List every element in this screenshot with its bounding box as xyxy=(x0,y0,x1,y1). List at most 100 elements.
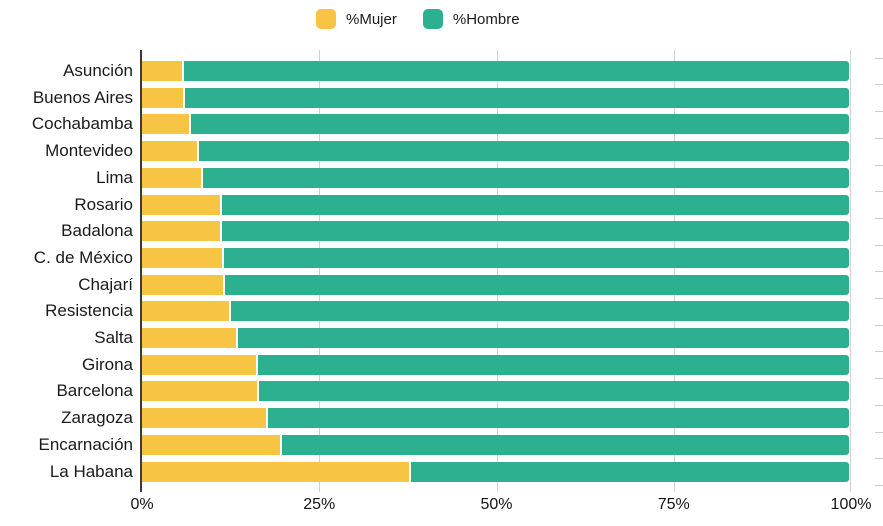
hombre-swatch-icon xyxy=(422,9,443,29)
bar-row xyxy=(142,114,849,135)
bar-segment-mujer[interactable] xyxy=(142,194,220,215)
right-axis-tick xyxy=(875,111,883,113)
bar-segment-hombre[interactable] xyxy=(199,141,849,162)
right-axis-tick xyxy=(875,57,883,59)
right-axis-tick xyxy=(875,137,883,139)
category-label: C. de México xyxy=(33,247,133,267)
category-label: La Habana xyxy=(49,461,133,481)
category-label: Barcelona xyxy=(56,381,133,401)
bar-segment-hombre[interactable] xyxy=(222,221,849,242)
bar-row xyxy=(142,434,849,455)
gridline-100 xyxy=(850,50,851,492)
legend-item-hombre[interactable]: %Hombre xyxy=(422,9,520,29)
bar-row xyxy=(142,381,849,402)
category-label: Zaragoza xyxy=(61,408,133,428)
bar-segment-mujer[interactable] xyxy=(142,247,222,268)
gridline-75 xyxy=(673,50,675,492)
bar-row xyxy=(142,141,849,162)
bar-row xyxy=(142,408,849,429)
gridline-25 xyxy=(319,50,321,492)
bar-segment-mujer[interactable] xyxy=(142,434,280,455)
category-label: Montevideo xyxy=(45,141,133,161)
right-axis-tick xyxy=(875,404,883,406)
category-label: Chajarí xyxy=(78,274,133,294)
bar-segment-mujer[interactable] xyxy=(142,141,198,162)
bar-row xyxy=(142,61,849,81)
right-axis-tick xyxy=(875,164,883,166)
mujer-swatch-icon xyxy=(316,9,336,29)
category-label: Asunción xyxy=(63,61,133,80)
x-axis-tick-label: 100% xyxy=(830,496,872,513)
bar-segment-mujer[interactable] xyxy=(142,381,258,402)
bar-segment-mujer[interactable] xyxy=(142,61,182,81)
right-axis-tick xyxy=(875,378,883,380)
category-label: Salta xyxy=(94,328,133,347)
bar-segment-hombre[interactable] xyxy=(190,114,849,135)
bar-segment-mujer[interactable] xyxy=(142,408,267,429)
legend-label-mujer: %Mujer xyxy=(346,10,397,28)
bar-segment-mujer[interactable] xyxy=(142,274,224,295)
bar-segment-hombre[interactable] xyxy=(268,408,849,429)
bar-segment-mujer[interactable] xyxy=(142,301,229,322)
x-axis-tick-label: 75% xyxy=(657,496,690,513)
bar-segment-hombre[interactable] xyxy=(281,434,849,455)
bar-segment-hombre[interactable] xyxy=(411,461,849,482)
bar-segment-hombre[interactable] xyxy=(221,194,849,215)
legend-label-hombre: %Hombre xyxy=(452,10,520,28)
bar-segment-hombre[interactable] xyxy=(238,328,849,348)
plot-area xyxy=(140,50,851,492)
category-label: Badalona xyxy=(61,221,133,241)
right-axis-tick xyxy=(875,244,883,246)
y-axis-line xyxy=(140,50,142,492)
bar-segment-mujer[interactable] xyxy=(142,221,221,242)
right-axis-tick xyxy=(875,298,883,299)
category-label: Encarnación xyxy=(38,434,133,454)
bar-row xyxy=(142,461,849,482)
gridline-50 xyxy=(496,50,498,492)
bar-segment-hombre[interactable] xyxy=(230,301,849,322)
bar-segment-mujer[interactable] xyxy=(142,354,256,375)
bar-row xyxy=(142,247,849,268)
x-axis-tick-label: 25% xyxy=(303,496,336,513)
right-axis-tick xyxy=(875,431,883,433)
bar-row xyxy=(142,87,849,108)
category-label: Cochabamba xyxy=(31,114,133,134)
bar-segment-mujer[interactable] xyxy=(142,461,410,482)
category-label: Rosario xyxy=(74,194,133,214)
right-axis-tick xyxy=(875,458,883,460)
right-axis-tick xyxy=(875,191,883,193)
bar-segment-mujer[interactable] xyxy=(142,328,237,348)
right-axis-tick xyxy=(875,271,883,273)
bar-segment-mujer[interactable] xyxy=(142,167,201,188)
right-axis-tick xyxy=(875,324,883,326)
category-label: Girona xyxy=(81,354,133,374)
category-label: Buenos Aires xyxy=(32,87,133,107)
bar-row xyxy=(142,354,849,375)
category-label: Lima xyxy=(96,167,133,187)
bar-row xyxy=(142,328,849,348)
bar-segment-hombre[interactable] xyxy=(259,381,849,402)
bar-row xyxy=(142,221,849,242)
bar-row xyxy=(142,167,849,188)
bar-segment-hombre[interactable] xyxy=(225,274,849,295)
category-label: Resistencia xyxy=(45,301,133,321)
bar-segment-mujer[interactable] xyxy=(142,87,183,108)
bar-segment-mujer[interactable] xyxy=(142,114,189,135)
bar-segment-hombre[interactable] xyxy=(257,354,849,375)
bar-segment-hombre[interactable] xyxy=(202,167,849,188)
right-axis-tick xyxy=(875,84,883,86)
bar-segment-hombre[interactable] xyxy=(183,61,849,81)
bar-segment-hombre[interactable] xyxy=(185,87,849,108)
x-axis-tick-label: 0% xyxy=(130,496,154,513)
legend-item-mujer[interactable]: %Mujer xyxy=(316,9,397,29)
right-axis-tick xyxy=(875,484,883,486)
right-axis-tick xyxy=(875,217,883,219)
bar-row xyxy=(142,301,849,322)
bar-row xyxy=(142,274,849,295)
right-axis-tick xyxy=(875,351,883,353)
bar-row xyxy=(142,194,849,215)
bar-segment-hombre[interactable] xyxy=(223,247,849,268)
legend: %Mujer %Hombre xyxy=(316,9,520,29)
x-axis-tick-label: 50% xyxy=(480,496,513,513)
